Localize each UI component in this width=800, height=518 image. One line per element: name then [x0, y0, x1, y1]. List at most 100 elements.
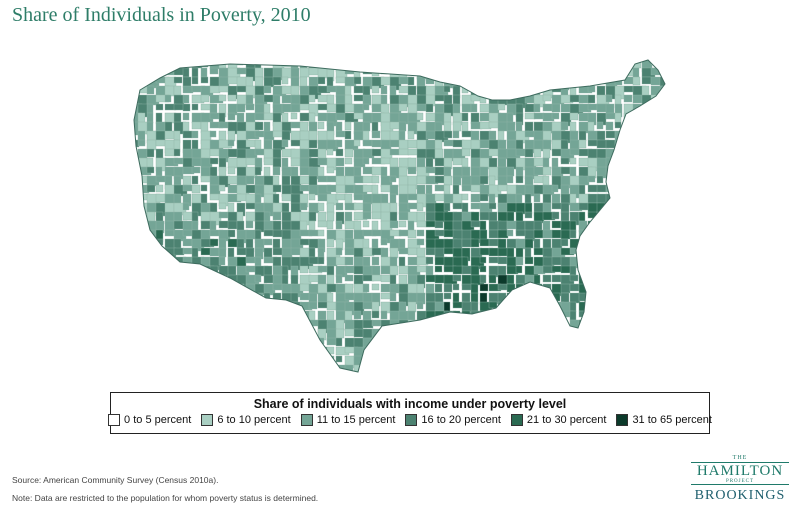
- county-cell: [434, 346, 449, 358]
- county-cell: [650, 130, 660, 140]
- county-cell: [344, 364, 354, 372]
- county-cell: [587, 274, 595, 284]
- county-cell: [200, 283, 211, 297]
- county-cell: [182, 211, 193, 221]
- legend-swatch: [405, 414, 418, 426]
- county-cell: [470, 76, 479, 90]
- county-cell: [137, 337, 151, 350]
- county-cell: [272, 211, 282, 221]
- county-cell: [120, 302, 131, 313]
- county-cell: [191, 319, 199, 333]
- county-cell: [173, 112, 182, 124]
- county-cell: [156, 374, 166, 385]
- county-cell: [641, 301, 650, 311]
- county-cell: [146, 328, 154, 338]
- county-cell: [200, 310, 210, 325]
- county-cell: [605, 328, 613, 339]
- county-cell: [614, 355, 627, 370]
- county-cell: [444, 374, 452, 383]
- county-cell: [200, 337, 213, 352]
- county-cell: [488, 175, 496, 187]
- county-cell: [525, 383, 538, 385]
- county-cell: [120, 275, 128, 281]
- county-cell: [570, 374, 576, 385]
- county-cell: [218, 283, 233, 297]
- county-cell: [542, 319, 550, 330]
- county-cell: [380, 94, 388, 105]
- county-cell: [569, 301, 577, 313]
- legend-item-0-5: 0 to 5 percent: [108, 414, 191, 426]
- county-cell: [488, 202, 497, 210]
- county-cell: [623, 202, 631, 216]
- county-cell: [587, 184, 599, 193]
- county-cell: [669, 95, 676, 105]
- county-cell: [669, 59, 677, 65]
- county-cell: [137, 364, 151, 372]
- county-cell: [533, 319, 541, 327]
- county-cell: [345, 383, 357, 385]
- county-cell: [263, 292, 271, 306]
- county-cell: [596, 60, 606, 68]
- county-cell: [488, 85, 502, 98]
- county-cell: [272, 328, 282, 341]
- county-cell: [470, 139, 481, 150]
- county-cell: [209, 157, 219, 165]
- county-cell: [120, 176, 130, 188]
- county-cell: [237, 383, 246, 385]
- county-cell: [587, 337, 595, 347]
- county-cell: [146, 148, 155, 158]
- county-cell: [650, 355, 662, 364]
- county-cell: [164, 229, 175, 237]
- county-cell: [227, 328, 239, 340]
- county-cell: [173, 346, 184, 354]
- county-cell: [182, 337, 194, 350]
- county-cell: [470, 193, 481, 203]
- county-cell: [416, 328, 431, 343]
- county-cell: [660, 374, 670, 381]
- county-cell: [462, 374, 475, 381]
- county-cell: [173, 157, 184, 165]
- county-cell: [120, 221, 128, 227]
- county-cell: [678, 167, 680, 180]
- county-cell: [443, 283, 453, 293]
- county-cell: [282, 383, 289, 385]
- county-cell: [650, 283, 658, 294]
- county-cell: [210, 374, 217, 385]
- county-cell: [398, 364, 410, 372]
- county-cell: [596, 265, 611, 278]
- county-cell: [425, 355, 440, 367]
- county-cell: [417, 374, 429, 381]
- county-cell: [678, 356, 680, 364]
- county-cell: [515, 301, 527, 311]
- county-cell: [678, 374, 680, 381]
- county-cell: [641, 121, 653, 132]
- county-cell: [155, 265, 163, 275]
- county-cell: [524, 60, 535, 69]
- county-cell: [578, 337, 588, 345]
- county-cell: [155, 148, 164, 159]
- county-cell: [578, 202, 590, 211]
- county-cell: [209, 130, 217, 138]
- county-cell: [542, 328, 555, 336]
- county-cell: [371, 229, 383, 237]
- legend-swatch: [510, 414, 523, 426]
- county-cell: [134, 310, 137, 323]
- county-cell: [371, 130, 381, 139]
- county-cell: [174, 50, 183, 57]
- county-cell: [291, 383, 298, 385]
- county-cell: [425, 256, 434, 265]
- county-cell: [659, 310, 665, 319]
- county-cell: [632, 67, 640, 79]
- county-cell: [632, 283, 644, 298]
- county-cell: [263, 265, 273, 277]
- county-cell: [137, 67, 147, 81]
- county-cell: [641, 148, 653, 160]
- county-cell: [281, 328, 292, 336]
- county-cell: [669, 284, 679, 293]
- county-cell: [218, 319, 231, 328]
- county-cell: [587, 148, 598, 159]
- county-cell: [443, 193, 455, 204]
- county-cell: [155, 301, 169, 315]
- county-cell: [326, 364, 334, 372]
- county-cell: [398, 355, 413, 364]
